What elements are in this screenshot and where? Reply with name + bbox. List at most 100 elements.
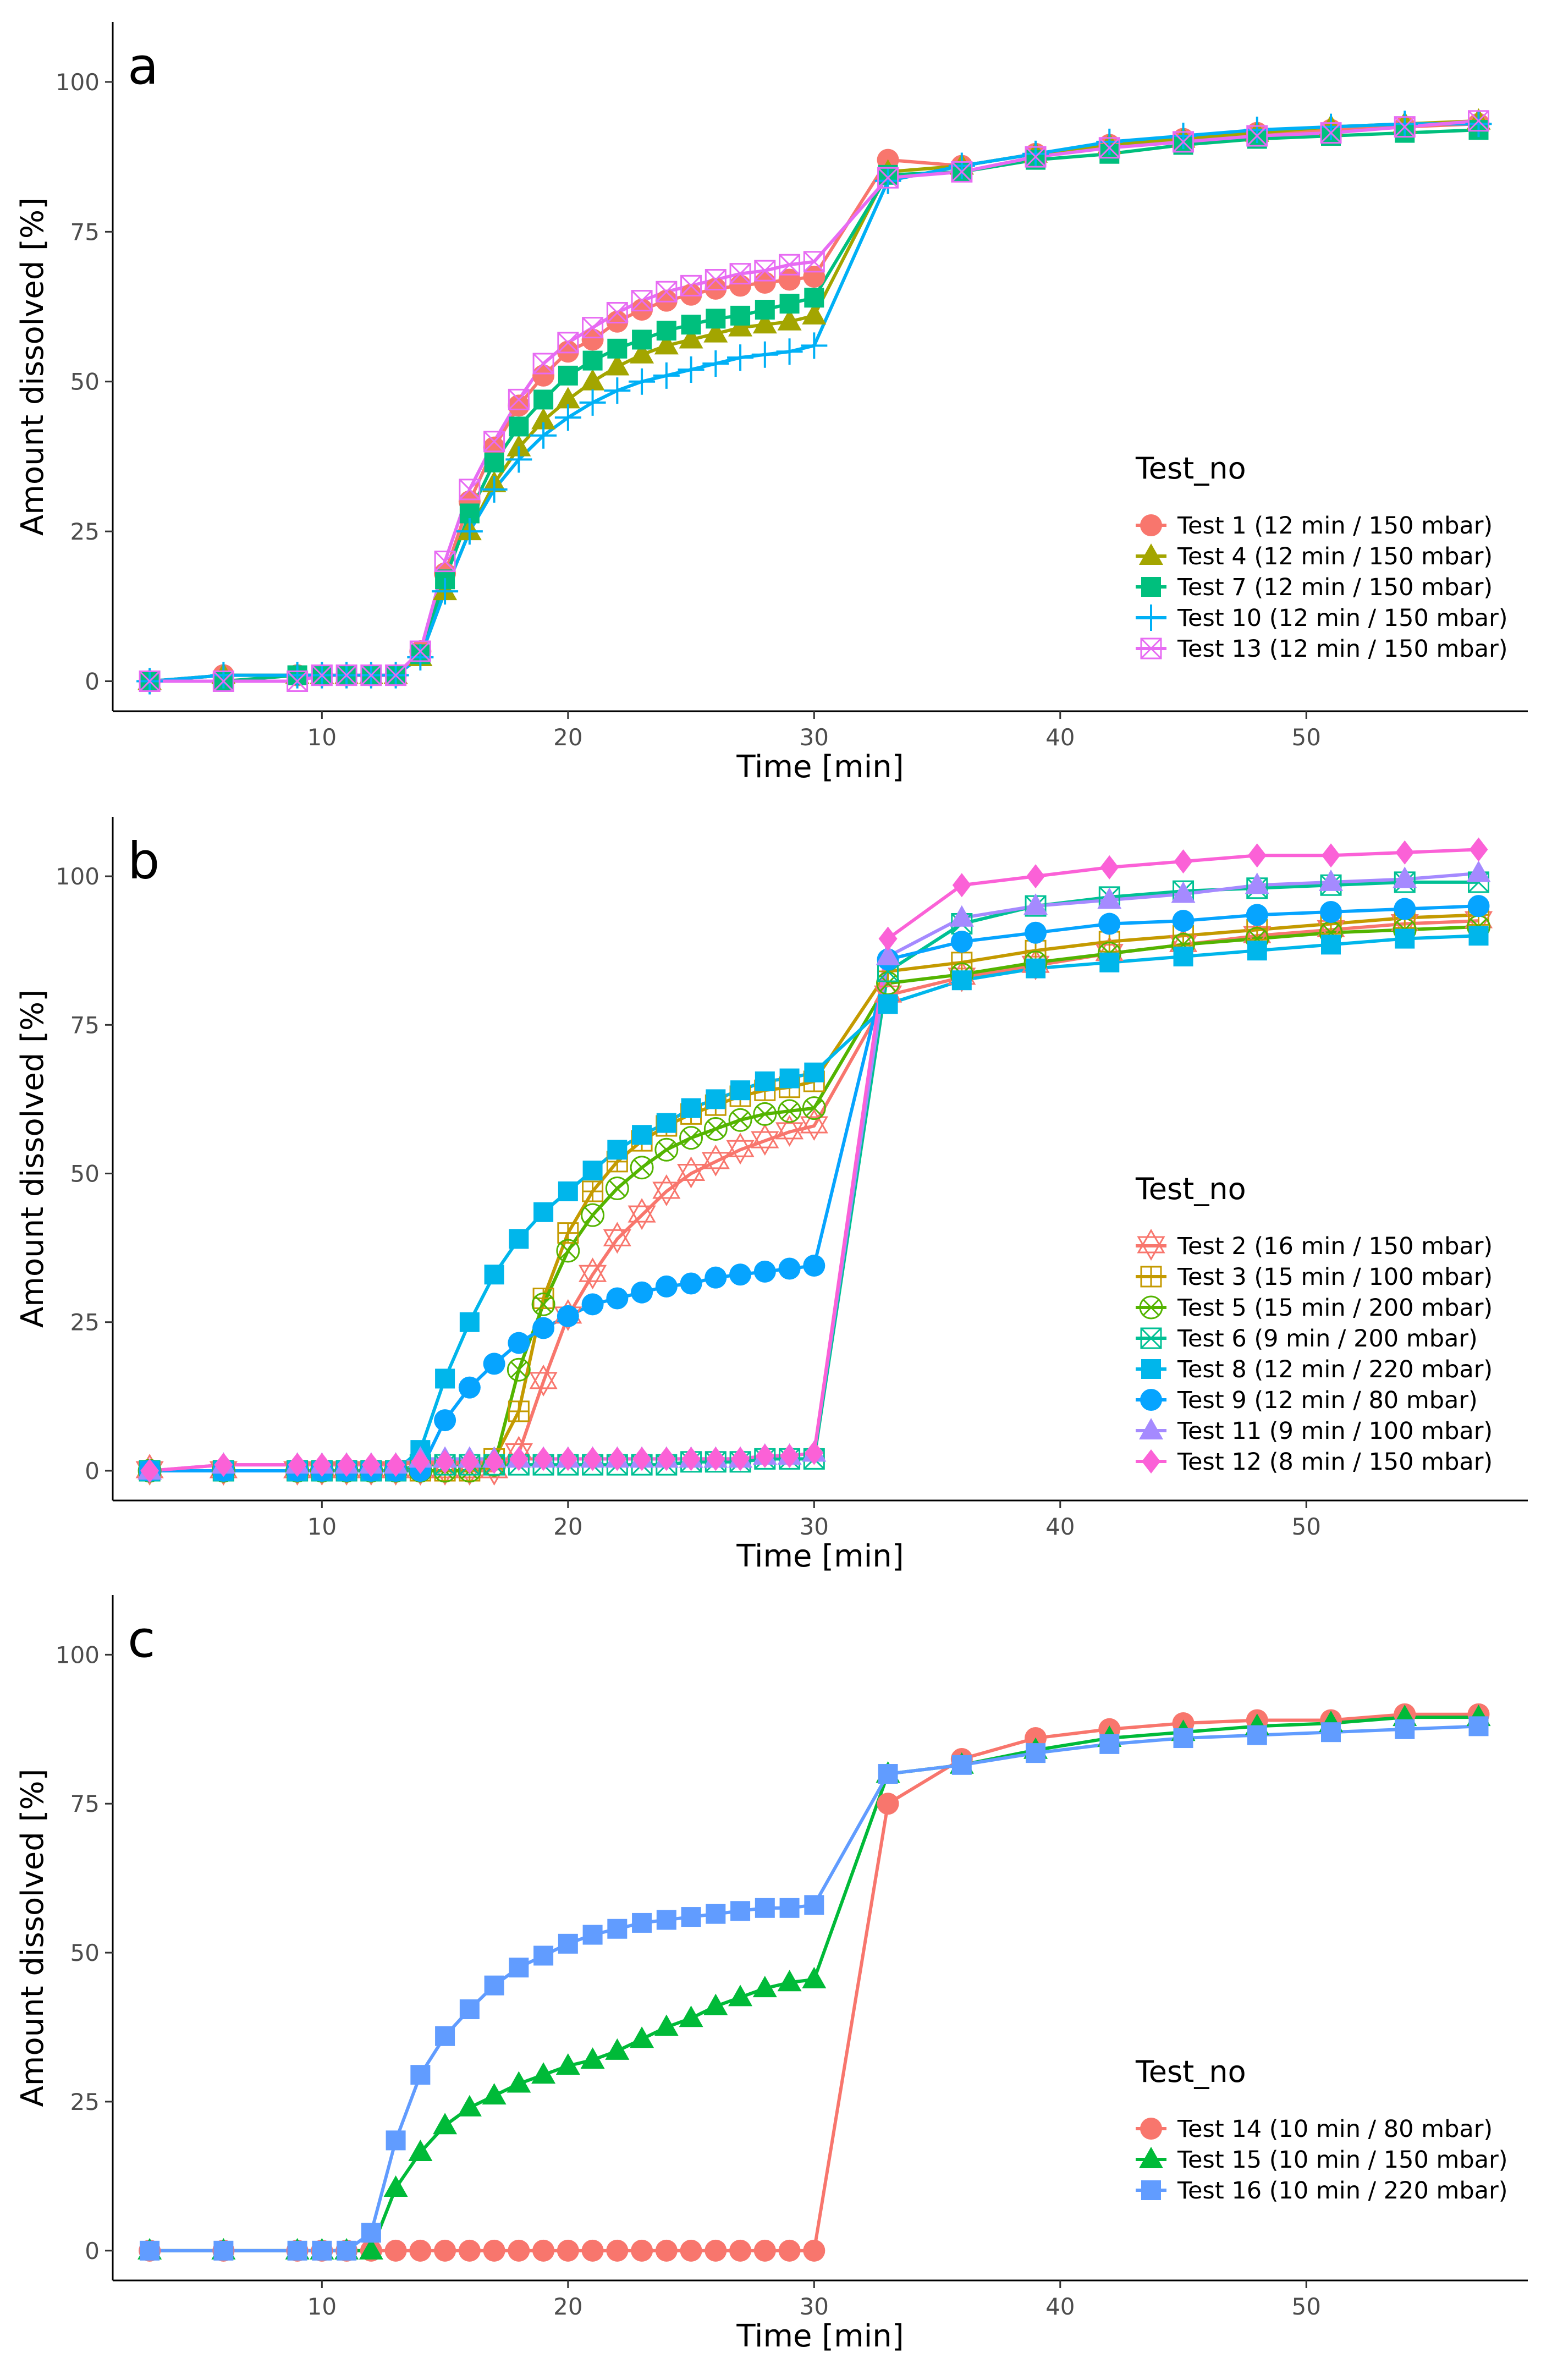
data-point — [631, 298, 653, 321]
data-point — [755, 299, 775, 320]
data-point — [361, 2223, 381, 2243]
data-point — [653, 362, 680, 389]
data-point — [337, 1453, 356, 1477]
data-point — [1097, 887, 1122, 909]
data-point — [532, 2239, 555, 2262]
y-tick-label: 75 — [70, 218, 100, 245]
data-point — [802, 303, 827, 325]
data-point — [484, 1265, 504, 1285]
legend-key-marker — [1139, 1418, 1163, 1439]
data-point — [874, 167, 901, 194]
data-point — [607, 338, 628, 359]
data-point — [507, 1357, 531, 1382]
data-point — [631, 2239, 653, 2262]
data-point — [409, 640, 431, 662]
data-point — [529, 1364, 558, 1397]
legend-label: Test 9 (12 min / 80 mbar) — [1177, 1387, 1478, 1414]
data-point — [383, 2175, 408, 2197]
data-point — [361, 1453, 381, 1477]
x-tick-label: 40 — [1045, 724, 1075, 751]
data-point — [801, 332, 828, 359]
data-point — [876, 971, 900, 996]
data-point — [532, 1317, 555, 1339]
data-point — [951, 1755, 972, 1775]
data-point — [579, 389, 606, 416]
data-point — [804, 1062, 824, 1082]
data-point — [607, 1140, 628, 1160]
x-tick-label: 30 — [800, 1513, 829, 1540]
data-point — [676, 1156, 706, 1189]
data-point — [729, 2239, 752, 2262]
data-point — [531, 1292, 555, 1316]
data-point — [1170, 123, 1197, 150]
data-point — [457, 2095, 482, 2117]
data-point — [630, 1156, 654, 1180]
data-point — [655, 1275, 678, 1298]
y-tick-label: 25 — [70, 518, 100, 545]
data-point — [680, 283, 702, 306]
data-point — [432, 578, 459, 605]
panel-label: b — [128, 832, 159, 891]
data-point — [706, 1447, 725, 1471]
data-point — [581, 328, 604, 351]
y-tick-label: 0 — [85, 1458, 100, 1485]
data-point — [605, 1177, 629, 1200]
x-tick-label: 20 — [553, 724, 582, 751]
data-point — [505, 446, 532, 473]
y-tick-label: 100 — [56, 863, 100, 890]
data-point — [776, 338, 803, 365]
data-point — [337, 2240, 357, 2261]
data-point — [434, 551, 456, 573]
data-point — [877, 167, 899, 189]
legend-key-marker — [1140, 2118, 1162, 2140]
data-point — [802, 1966, 827, 1988]
data-point — [951, 952, 973, 974]
data-point — [1023, 893, 1048, 915]
data-point — [534, 1447, 553, 1471]
data-point — [777, 1970, 802, 1992]
data-point — [1320, 122, 1342, 144]
data-point — [1391, 111, 1418, 138]
data-point — [630, 2026, 654, 2048]
data-point — [778, 2239, 801, 2262]
data-point — [779, 254, 801, 276]
data-point — [753, 271, 776, 294]
data-point — [726, 1133, 755, 1165]
legend-key-marker — [1141, 1359, 1161, 1379]
y-tick-label: 100 — [56, 69, 100, 96]
legend-label: Test 16 (10 min / 220 mbar) — [1177, 2177, 1508, 2205]
data-point — [878, 994, 898, 1014]
panel-label: c — [128, 1610, 156, 1669]
data-point — [728, 1108, 752, 1132]
data-point — [1395, 1719, 1415, 1739]
data-point — [605, 354, 630, 376]
data-point — [582, 1925, 603, 1945]
data-point — [386, 2130, 406, 2151]
data-point — [729, 1263, 752, 1286]
x-tick-label: 30 — [800, 2293, 829, 2320]
data-point — [288, 1453, 307, 1477]
data-point — [578, 1257, 607, 1290]
legend-label: Test 15 (10 min / 150 mbar) — [1177, 2146, 1508, 2174]
data-point — [632, 329, 652, 350]
data-point — [485, 1449, 504, 1474]
data-point — [459, 1312, 480, 1332]
data-point — [701, 1144, 730, 1177]
data-point — [703, 1117, 728, 1141]
legend-key-marker — [1138, 604, 1164, 631]
data-point — [753, 1260, 776, 1283]
legend-label: Test 6 (9 min / 200 mbar) — [1177, 1325, 1478, 1353]
data-point — [580, 369, 605, 391]
data-point — [483, 2239, 505, 2262]
data-point — [582, 1161, 603, 1181]
data-point — [384, 2239, 407, 2262]
data-point — [1247, 1725, 1267, 1745]
legend-label: Test 5 (15 min / 200 mbar) — [1177, 1294, 1493, 1322]
legend-title: Test_no — [1135, 2054, 1246, 2089]
data-point — [140, 1458, 159, 1483]
data-point — [679, 2005, 703, 2027]
data-point — [1173, 131, 1195, 153]
data-point — [1173, 947, 1193, 967]
data-point — [508, 388, 530, 410]
data-point — [212, 670, 234, 692]
